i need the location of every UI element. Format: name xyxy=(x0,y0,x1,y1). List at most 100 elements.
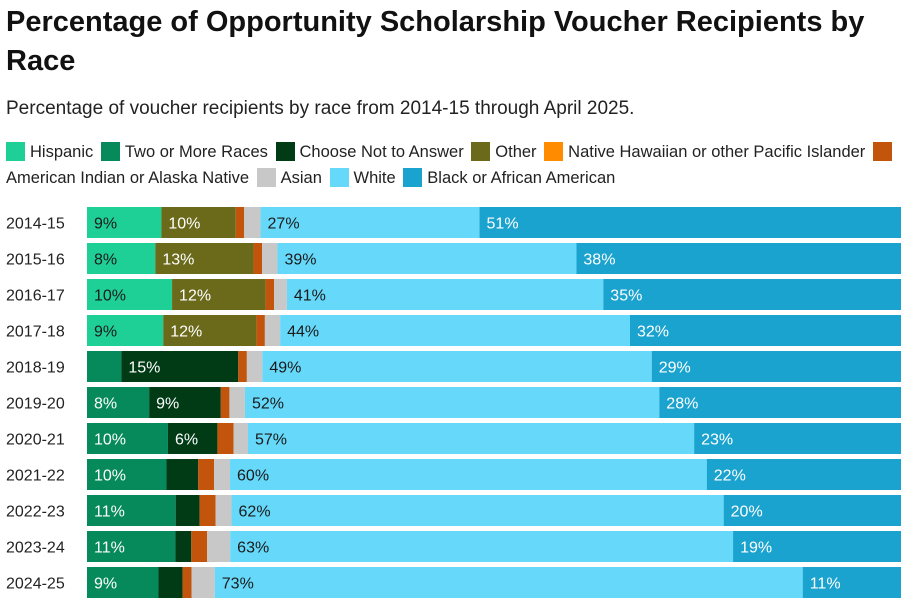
bar-segment xyxy=(214,459,231,490)
bar-label: 8% xyxy=(94,252,117,269)
bar-segment xyxy=(155,243,254,274)
bar-segment xyxy=(802,567,901,598)
bar-label: 9% xyxy=(94,216,117,233)
bar-segment xyxy=(175,495,200,526)
bar-segment xyxy=(163,315,257,346)
bar-segment xyxy=(87,315,164,346)
bar-label: 49% xyxy=(269,360,301,377)
bar-segment xyxy=(256,315,265,346)
bar-segment xyxy=(198,459,215,490)
legend-swatch xyxy=(403,168,423,187)
bar-label: 27% xyxy=(268,216,300,233)
legend-item: Black or African American xyxy=(403,168,615,187)
bar-label: 10% xyxy=(94,288,126,305)
bar-segment xyxy=(158,567,183,598)
bar-segment xyxy=(220,387,230,418)
bar-segment xyxy=(262,351,652,382)
bar-segment xyxy=(723,495,901,526)
bar-label: 8% xyxy=(94,396,117,413)
legend-label: Asian xyxy=(280,169,322,187)
legend-item: Other xyxy=(471,142,537,161)
bar-segment xyxy=(191,531,208,562)
bar-segment xyxy=(264,315,281,346)
bar-segment xyxy=(274,279,287,310)
bar-segment xyxy=(172,279,266,310)
bar-label: 10% xyxy=(94,432,126,449)
legend-label: Other xyxy=(495,143,537,161)
legend-label: Choose Not to Answer xyxy=(299,143,464,161)
bar-segment xyxy=(244,387,660,418)
bar-label: 15% xyxy=(128,360,160,377)
legend-item: Hispanic xyxy=(6,142,94,161)
row-label: 2019-20 xyxy=(6,396,65,413)
bar-segment xyxy=(229,387,245,418)
chart-title: Percentage of Opportunity Scholarship Vo… xyxy=(6,6,865,77)
legend-label: American Indian or Alaska Native xyxy=(6,169,250,187)
bar-label: 9% xyxy=(94,576,117,593)
chart-legend: Hispanic Two or More Races Choose Not to… xyxy=(6,139,900,191)
bar-segment xyxy=(149,387,221,418)
bar-segment xyxy=(651,351,901,382)
bar-segment xyxy=(87,459,167,490)
bar-segment xyxy=(87,387,150,418)
row-label: 2023-24 xyxy=(6,540,65,557)
legend-swatch xyxy=(100,142,120,161)
row-label: 2021-22 xyxy=(6,468,65,485)
bar-segment xyxy=(215,495,232,526)
legend-label: Native Hawaiian or other Pacific Islande… xyxy=(568,143,866,161)
bar-label: 10% xyxy=(94,468,126,485)
row-label: 2022-23 xyxy=(6,504,65,521)
bar-segment xyxy=(230,459,707,490)
bar-label: 11% xyxy=(94,540,125,557)
legend-swatch xyxy=(275,142,295,161)
bar-segment xyxy=(659,387,901,418)
bar-label: 73% xyxy=(222,576,254,593)
legend-swatch xyxy=(872,142,892,161)
bar-label: 29% xyxy=(659,360,691,377)
row-label: 2014-15 xyxy=(6,216,65,233)
bar-segment xyxy=(248,423,695,454)
bar-segment xyxy=(253,243,263,274)
bar-label: 19% xyxy=(740,540,772,557)
bar-segment xyxy=(207,531,231,562)
legend-label: Hispanic xyxy=(30,143,94,161)
bar-segment xyxy=(167,423,218,454)
bar-label: 10% xyxy=(168,216,200,233)
bar-segment xyxy=(246,351,263,382)
bar-segment xyxy=(87,495,176,526)
legend-swatch xyxy=(256,168,276,187)
row-label: 2015-16 xyxy=(6,252,65,269)
bar-segment xyxy=(87,279,173,310)
bar-label: 60% xyxy=(237,468,269,485)
bar-segment xyxy=(87,567,159,598)
bar-label: 63% xyxy=(237,540,269,557)
bar-segment xyxy=(175,531,192,562)
bar-label: 44% xyxy=(287,324,319,341)
bar-segment xyxy=(182,567,192,598)
legend-label: Two or More Races xyxy=(124,143,268,161)
bar-segment xyxy=(286,279,604,310)
bar-segment xyxy=(214,567,803,598)
bar-segment xyxy=(260,207,480,238)
bar-label: 52% xyxy=(252,396,284,413)
bar-label: 13% xyxy=(162,252,194,269)
bar-label: 20% xyxy=(731,504,763,521)
row-label: 2017-18 xyxy=(6,324,65,341)
legend-swatch xyxy=(471,142,491,161)
bar-segment xyxy=(87,207,162,238)
bar-label: 6% xyxy=(175,432,198,449)
bar-segment xyxy=(733,531,901,562)
bar-segment xyxy=(231,495,724,526)
bar-label: 32% xyxy=(637,324,669,341)
row-label: 2024-25 xyxy=(6,576,65,593)
bar-segment xyxy=(87,243,156,274)
bar-segment xyxy=(244,207,261,238)
chart-subtitle: Percentage of voucher recipients by race… xyxy=(6,98,635,119)
bar-segment xyxy=(265,279,275,310)
bar-segment xyxy=(576,243,901,274)
bar-segment xyxy=(235,207,245,238)
bar-label: 11% xyxy=(94,504,125,521)
bar-segment xyxy=(629,315,901,346)
bar-label: 23% xyxy=(701,432,733,449)
